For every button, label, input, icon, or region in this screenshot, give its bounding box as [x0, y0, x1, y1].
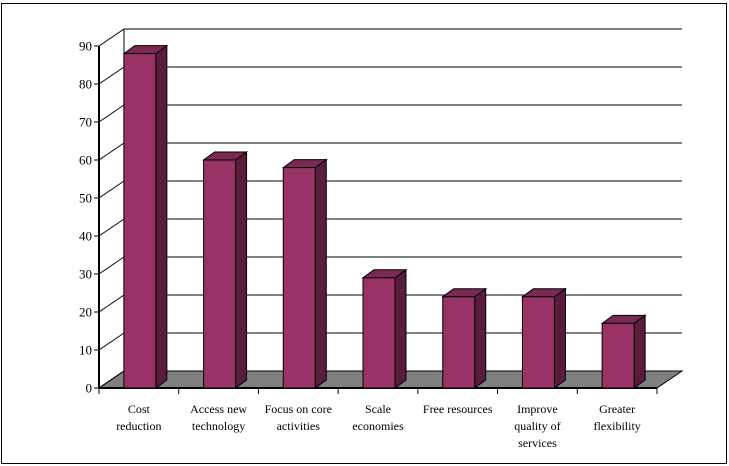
bar: [202, 151, 249, 389]
bar-side: [155, 44, 168, 389]
side-wall-gridline: [98, 370, 125, 389]
x-tick-label: Focus on core activities: [265, 402, 332, 433]
bar: [281, 158, 328, 389]
y-tick-label: 50: [79, 191, 92, 206]
bar-front: [601, 322, 635, 389]
bar-front: [123, 53, 157, 389]
bar-front: [362, 277, 396, 389]
y-tick-label: 90: [79, 39, 92, 54]
bar: [520, 287, 567, 389]
side-wall-gridline: [98, 218, 125, 237]
bar: [441, 287, 488, 389]
bar-side: [314, 158, 327, 389]
side-wall-gridline: [98, 28, 125, 47]
chart-frame: 0 10 20 30 40 50 60 70 80 90 Cost reduction Access …: [1, 3, 727, 464]
bar-chart: 0 10 20 30 40 50 60 70 80 90 Cost reduction Access …: [79, 28, 684, 450]
y-tick-label: 60: [79, 153, 92, 168]
bar: [361, 268, 408, 389]
x-tick-label: Cost reduction: [116, 402, 161, 433]
y-tick-label: 40: [79, 229, 92, 244]
y-tick-label: 10: [79, 343, 92, 358]
bar: [122, 44, 169, 389]
side-wall-gridline: [98, 294, 125, 313]
bar-side: [553, 287, 566, 389]
y-tick-label: 80: [79, 77, 92, 92]
x-tick-label: Greater flexibility: [593, 402, 640, 433]
y-tick-label: 70: [79, 115, 92, 130]
bar-front: [282, 167, 316, 389]
side-wall-gridline: [98, 104, 125, 123]
x-tick-label: Free resources: [423, 402, 493, 416]
y-tick-label: 30: [79, 267, 92, 282]
y-tick-label: 0: [86, 381, 93, 396]
side-wall-gridline: [98, 256, 125, 275]
bar-front: [521, 296, 555, 389]
x-tick-label: Scale economies: [352, 402, 404, 433]
bar-side: [474, 287, 487, 389]
side-wall-gridline: [98, 332, 125, 351]
bar-side: [394, 268, 407, 389]
side-wall-gridline: [98, 142, 125, 161]
bar-front: [203, 159, 237, 389]
y-tick-label: 20: [79, 305, 92, 320]
bar-side: [633, 314, 646, 389]
bar-side: [235, 151, 248, 389]
x-tick-label: Access new technology: [190, 402, 247, 433]
bar-front: [442, 296, 476, 389]
side-wall-gridline: [98, 180, 125, 199]
side-wall-gridline: [98, 66, 125, 85]
x-tick-label: Improve quality of services: [514, 402, 560, 450]
bar: [600, 314, 647, 389]
